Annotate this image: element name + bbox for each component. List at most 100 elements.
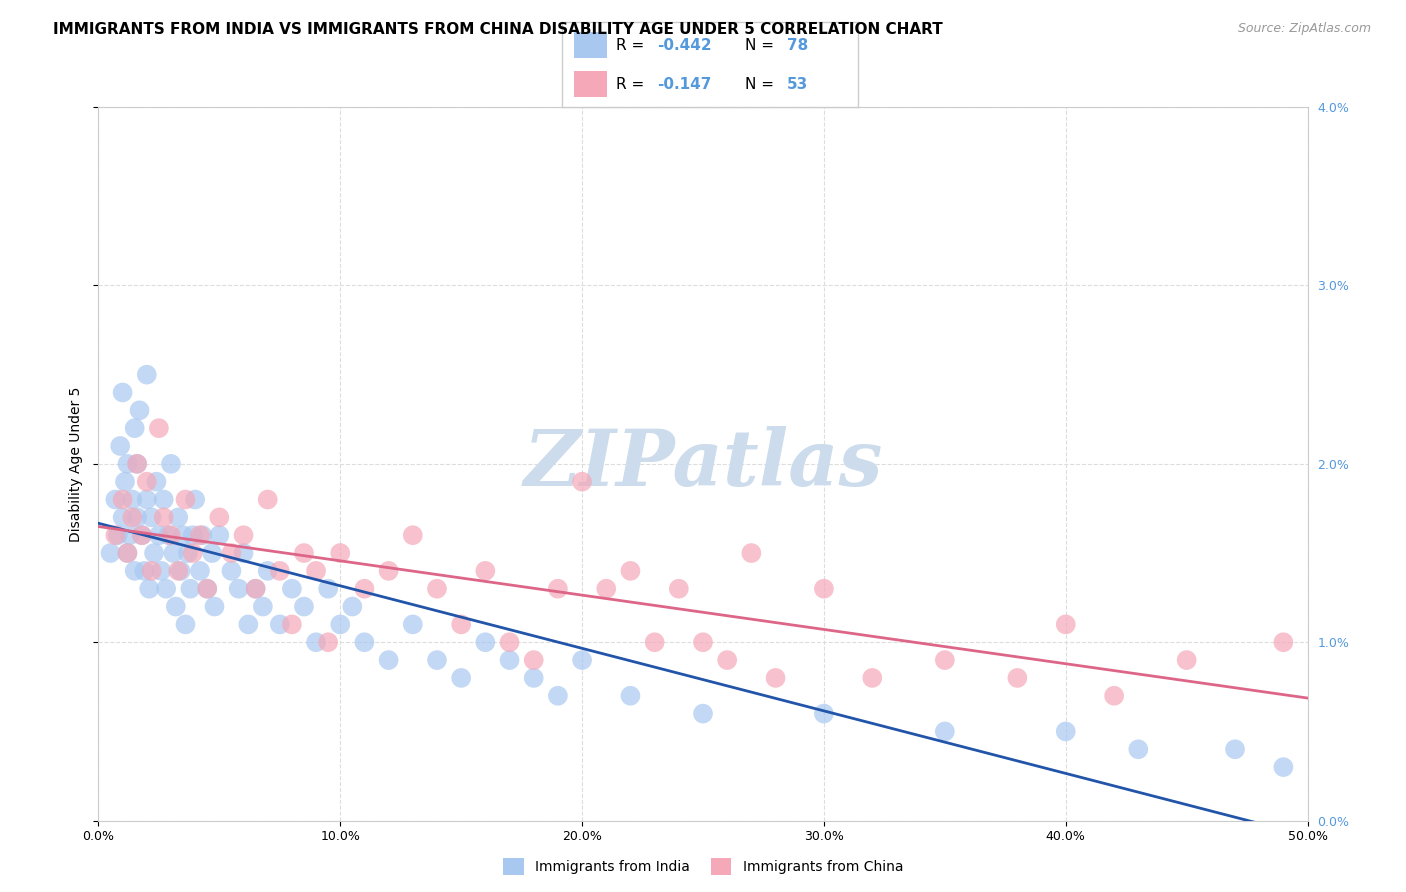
Point bbox=[143, 546, 166, 560]
Point bbox=[269, 617, 291, 632]
Point bbox=[117, 546, 139, 560]
Point bbox=[329, 617, 352, 632]
Text: -0.147: -0.147 bbox=[657, 77, 711, 92]
Point bbox=[108, 439, 131, 453]
Point bbox=[668, 582, 690, 596]
Point bbox=[498, 635, 520, 649]
Point bbox=[124, 564, 146, 578]
Point bbox=[269, 564, 291, 578]
Y-axis label: Disability Age Under 5: Disability Age Under 5 bbox=[69, 386, 83, 541]
Point bbox=[245, 582, 267, 596]
Point bbox=[138, 582, 160, 596]
Point bbox=[252, 599, 274, 614]
Point bbox=[148, 528, 170, 542]
Point bbox=[474, 635, 496, 649]
Text: IMMIGRANTS FROM INDIA VS IMMIGRANTS FROM CHINA DISABILITY AGE UNDER 5 CORRELATIO: IMMIGRANTS FROM INDIA VS IMMIGRANTS FROM… bbox=[53, 22, 943, 37]
Point bbox=[162, 546, 184, 560]
Point bbox=[145, 475, 167, 489]
Point bbox=[160, 528, 183, 542]
Point bbox=[860, 671, 883, 685]
Point bbox=[111, 385, 134, 400]
Point bbox=[100, 546, 122, 560]
Point bbox=[1128, 742, 1150, 756]
Point bbox=[155, 582, 177, 596]
Point bbox=[127, 457, 149, 471]
Point bbox=[104, 528, 127, 542]
Point bbox=[152, 492, 174, 507]
Point bbox=[204, 599, 226, 614]
Legend: Immigrants from India, Immigrants from China: Immigrants from India, Immigrants from C… bbox=[498, 853, 908, 880]
Point bbox=[169, 564, 191, 578]
Point bbox=[934, 653, 956, 667]
Point bbox=[571, 475, 593, 489]
Point bbox=[172, 528, 194, 542]
Point bbox=[148, 421, 170, 435]
Point bbox=[141, 564, 163, 578]
Point bbox=[256, 564, 278, 578]
Point bbox=[619, 564, 641, 578]
Point bbox=[104, 492, 127, 507]
Point bbox=[177, 546, 200, 560]
Point bbox=[474, 564, 496, 578]
Point bbox=[329, 546, 352, 560]
Point bbox=[377, 653, 399, 667]
Point bbox=[135, 368, 157, 382]
Point bbox=[813, 706, 835, 721]
Point bbox=[450, 671, 472, 685]
Point bbox=[281, 582, 304, 596]
Point bbox=[131, 528, 153, 542]
Point bbox=[208, 510, 231, 524]
Point bbox=[181, 528, 204, 542]
Point bbox=[174, 492, 197, 507]
Point bbox=[165, 599, 187, 614]
Point bbox=[1007, 671, 1029, 685]
Point bbox=[934, 724, 956, 739]
Point bbox=[201, 546, 224, 560]
Point bbox=[1102, 689, 1125, 703]
Point bbox=[221, 546, 243, 560]
Point bbox=[292, 546, 315, 560]
Point bbox=[111, 492, 134, 507]
Point bbox=[305, 564, 328, 578]
Point bbox=[232, 528, 254, 542]
Point bbox=[181, 546, 204, 560]
Point bbox=[167, 510, 190, 524]
Text: 53: 53 bbox=[787, 77, 808, 92]
Point bbox=[342, 599, 364, 614]
Point bbox=[353, 635, 375, 649]
Point bbox=[547, 689, 569, 703]
Point bbox=[152, 510, 174, 524]
Point bbox=[195, 582, 218, 596]
Point bbox=[124, 421, 146, 435]
Point bbox=[1272, 635, 1295, 649]
Point bbox=[305, 635, 328, 649]
Bar bbox=[574, 71, 607, 97]
Point bbox=[179, 582, 201, 596]
Point bbox=[692, 706, 714, 721]
Point bbox=[619, 689, 641, 703]
Point bbox=[571, 653, 593, 667]
Point bbox=[353, 582, 375, 596]
Point bbox=[316, 635, 339, 649]
Point bbox=[523, 653, 546, 667]
Point bbox=[174, 617, 197, 632]
Point bbox=[1054, 617, 1077, 632]
Point bbox=[117, 546, 139, 560]
Point bbox=[644, 635, 666, 649]
Point bbox=[208, 528, 231, 542]
Point bbox=[121, 510, 143, 524]
Point bbox=[118, 528, 141, 542]
Point bbox=[256, 492, 278, 507]
Point bbox=[232, 546, 254, 560]
Point bbox=[281, 617, 304, 632]
Bar bbox=[574, 32, 607, 58]
Point bbox=[117, 457, 139, 471]
Text: N =: N = bbox=[745, 77, 775, 92]
Point bbox=[127, 510, 149, 524]
Point bbox=[765, 671, 787, 685]
Point bbox=[195, 582, 218, 596]
Text: 78: 78 bbox=[787, 37, 808, 53]
Point bbox=[377, 564, 399, 578]
Point bbox=[402, 528, 425, 542]
Point bbox=[813, 582, 835, 596]
